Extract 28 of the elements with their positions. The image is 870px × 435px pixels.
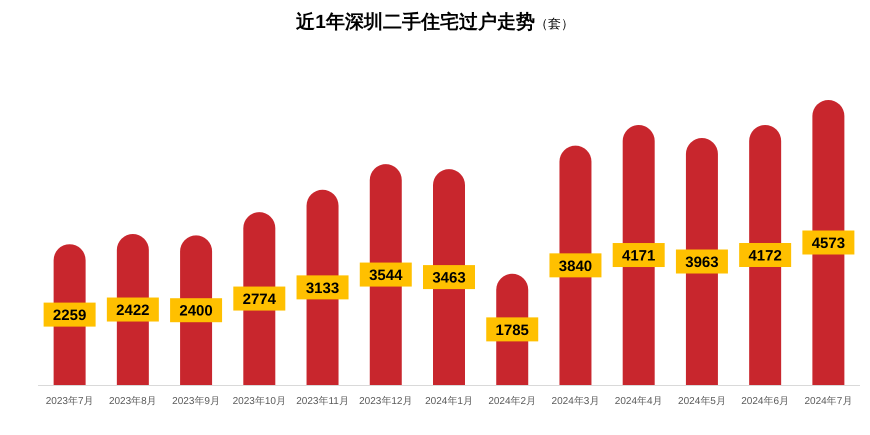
- x-tick-label: 2024年5月: [678, 395, 726, 407]
- data-label: 2774: [242, 291, 277, 308]
- chart-title: 近1年深圳二手住宅过户走势: [295, 11, 535, 33]
- x-tick-label: 2024年4月: [614, 395, 663, 407]
- data-label: 3544: [369, 267, 404, 284]
- chart-subtitle: （套）: [534, 16, 574, 31]
- x-tick-label: 2023年11月: [296, 395, 349, 407]
- data-label: 2400: [179, 302, 213, 320]
- x-tick-label: 2024年6月: [741, 395, 790, 407]
- x-tick-label: 2023年8月: [108, 395, 157, 407]
- data-label: 2422: [116, 302, 150, 320]
- data-label: 3133: [306, 280, 340, 297]
- x-tick-label: 2023年7月: [46, 395, 94, 407]
- data-label: 3963: [685, 254, 719, 272]
- data-label: 1785: [496, 322, 529, 339]
- data-label: 3463: [432, 270, 466, 287]
- x-tick-label: 2023年9月: [172, 395, 220, 407]
- x-tick-label: 2023年10月: [232, 395, 286, 407]
- data-label: 3840: [558, 258, 592, 275]
- data-label: 2259: [52, 307, 86, 324]
- x-tick-label: 2023年12月: [359, 395, 412, 407]
- data-label: 4573: [812, 235, 846, 252]
- x-tick-label: 2024年1月: [425, 395, 473, 407]
- x-tick-label: 2024年7月: [804, 395, 852, 407]
- x-tick-label: 2024年2月: [488, 395, 536, 407]
- x-tick-label: 2024年3月: [552, 395, 600, 407]
- data-label: 4171: [622, 248, 656, 265]
- data-label: 4172: [748, 247, 782, 264]
